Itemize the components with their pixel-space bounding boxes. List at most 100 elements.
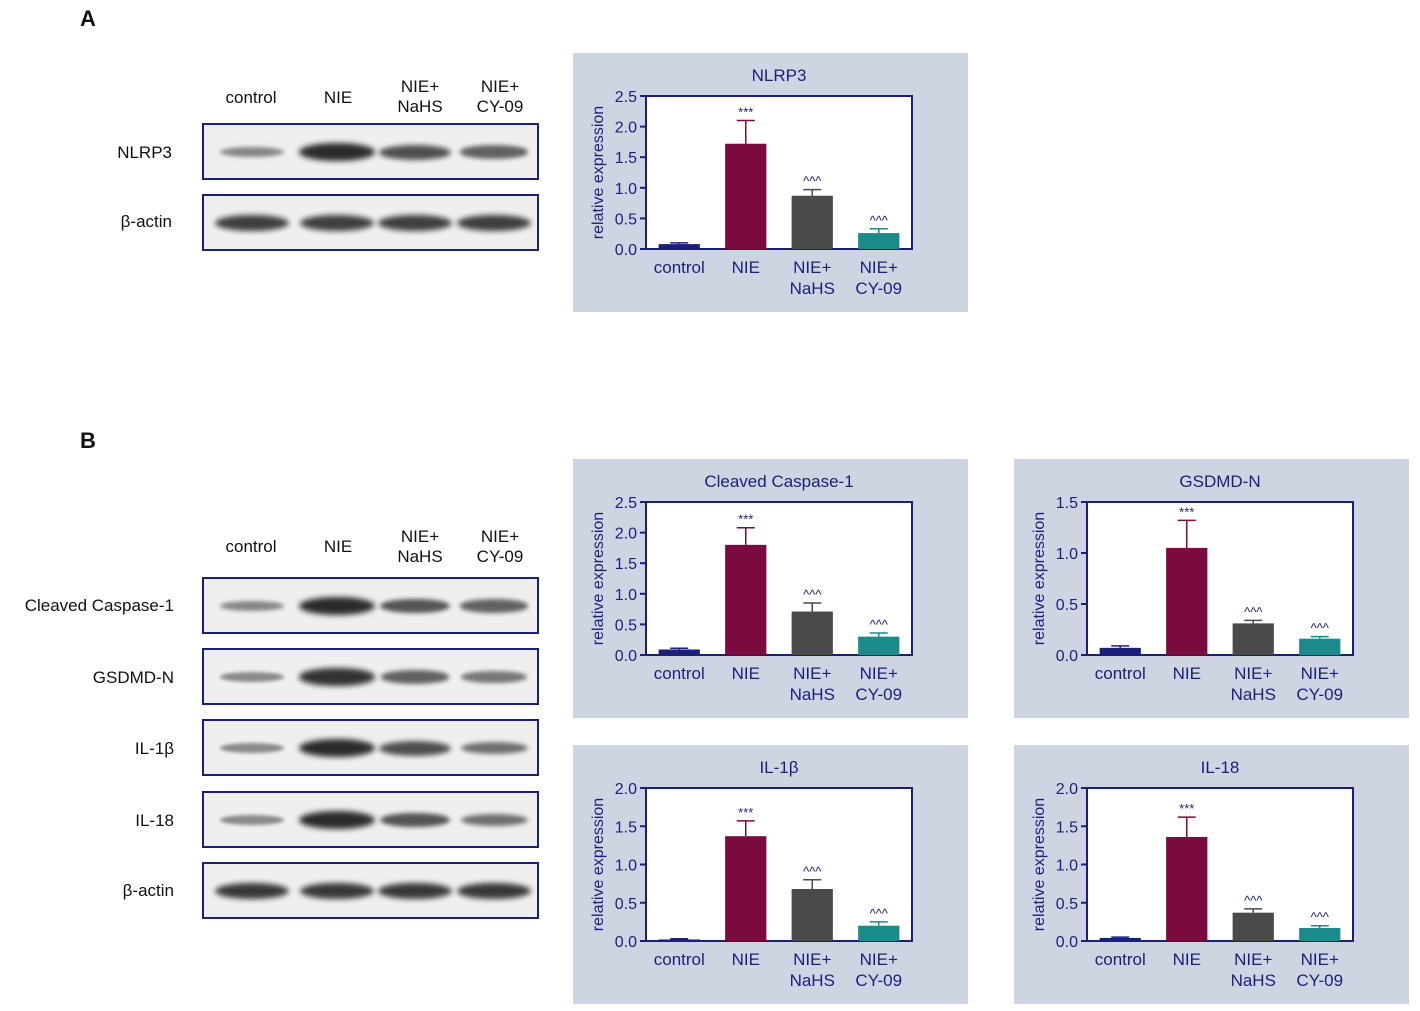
- blot-gsdmd-n: [202, 648, 539, 705]
- blot-band: [379, 740, 451, 756]
- chart-svg: Cleaved Caspase-1 0.0 0.5 1.0 1.5 2.0 2.5 relat…: [590, 472, 913, 704]
- y-axis-label: relative expression: [1031, 798, 1048, 931]
- y-tick-label: 2.5: [615, 89, 637, 106]
- y-tick-label: 1.5: [615, 150, 637, 167]
- significance-label: ***: [1179, 801, 1194, 816]
- blot-band: [456, 882, 532, 900]
- blot-band: [380, 670, 450, 684]
- x-tick-label: NIE+ CY-09: [855, 664, 902, 704]
- blot-band: [378, 214, 452, 232]
- lane-header-nie-nahs-b: NIE+ NaHS: [397, 527, 443, 566]
- chart-title: Cleaved Caspase-1: [704, 472, 853, 491]
- bar: [1166, 547, 1208, 655]
- blot-beta-actin-a: [202, 194, 539, 251]
- blot-band: [457, 214, 531, 232]
- y-axis-label: relative expression: [590, 106, 607, 239]
- y-tick-label: 0.0: [1056, 648, 1078, 665]
- bar: [1232, 623, 1274, 655]
- x-tick-label: NIE+ NaHS: [790, 950, 835, 990]
- blot-band: [299, 882, 375, 900]
- y-tick-label: 0.0: [615, 242, 637, 259]
- chart-svg: NLRP3 0.0 0.5 1.0 1.5 2.0 2.5 relative expressi…: [590, 66, 913, 298]
- plot-frame: [645, 787, 913, 942]
- plot-frame: [645, 501, 913, 656]
- bar: [1099, 647, 1141, 655]
- blot-label-beta-actin-b: β-actin: [122, 881, 174, 900]
- blot-il-18: [202, 791, 539, 848]
- chart-svg: GSDMD-N 0.0 0.5 1.0 1.5 relative expression co…: [1031, 472, 1354, 704]
- y-tick-label: 0.5: [615, 211, 637, 228]
- x-tick-label: NIE+ CY-09: [855, 258, 902, 298]
- bar: [858, 233, 900, 249]
- blot-band: [299, 143, 375, 161]
- bar: [1166, 836, 1208, 941]
- y-tick-label: 0.0: [615, 648, 637, 665]
- chart-title: IL-1β: [759, 758, 798, 777]
- significance-label: ***: [738, 104, 753, 119]
- blot-label-cleaved-caspase-1: Cleaved Caspase-1: [24, 596, 174, 615]
- significance-label: ^^^: [803, 864, 822, 879]
- x-tick-label: control: [1095, 664, 1146, 683]
- blot-band: [460, 671, 528, 683]
- chart-cleaved-caspase-1: Cleaved Caspase-1 0.0 0.5 1.0 1.5 2.0 2.5 relat…: [573, 459, 968, 718]
- x-tick-label: NIE+ NaHS: [790, 258, 835, 298]
- blot-band: [299, 811, 375, 829]
- y-axis-label: relative expression: [1031, 512, 1048, 645]
- blot-band: [299, 739, 375, 757]
- lane-header-nie: NIE: [323, 88, 353, 107]
- x-tick-label: NIE: [732, 258, 760, 277]
- chart-svg: IL-1β 0.0 0.5 1.0 1.5 2.0 relative expression c…: [590, 758, 913, 990]
- chart-title: IL-18: [1201, 758, 1240, 777]
- significance-label: ***: [738, 512, 753, 527]
- bar: [858, 925, 900, 941]
- blot-band: [219, 146, 285, 158]
- blot-label-nlrp3: NLRP3: [117, 143, 172, 162]
- x-tick-label: control: [654, 950, 705, 969]
- x-tick-label: control: [1095, 950, 1146, 969]
- bar: [1299, 927, 1341, 941]
- x-tick-label: NIE+ CY-09: [1296, 950, 1343, 990]
- y-tick-label: 1.5: [1056, 819, 1078, 836]
- bar: [725, 143, 767, 249]
- blot-band: [299, 668, 375, 686]
- bar: [658, 649, 700, 655]
- blot-band: [379, 144, 451, 160]
- significance-label: ^^^: [803, 174, 822, 189]
- bar: [791, 611, 833, 655]
- panel-letter-b: B: [80, 428, 96, 453]
- bar: [658, 939, 700, 941]
- lane-header-nie-b: NIE: [323, 537, 353, 556]
- bar: [725, 544, 767, 655]
- bar: [858, 636, 900, 655]
- x-tick-label: NIE+ NaHS: [1231, 950, 1276, 990]
- lane-header-nie-nahs: NIE+ NaHS: [397, 77, 443, 116]
- y-tick-label: 0.5: [615, 617, 637, 634]
- x-tick-label: NIE: [1173, 664, 1201, 683]
- chart-il-1b: IL-1β 0.0 0.5 1.0 1.5 2.0 relative expression c…: [573, 745, 968, 1004]
- chart-il-18: IL-18 0.0 0.5 1.0 1.5 2.0 relative expression c…: [1014, 745, 1409, 1004]
- significance-label: ^^^: [870, 906, 889, 921]
- y-tick-label: 1.0: [1056, 546, 1078, 563]
- x-tick-label: NIE+ NaHS: [790, 664, 835, 704]
- significance-label: ^^^: [803, 587, 822, 602]
- y-tick-label: 1.5: [1056, 495, 1078, 512]
- chart-title: GSDMD-N: [1179, 472, 1260, 491]
- lane-header-nie-cy09-b: NIE+ CY-09: [476, 527, 524, 566]
- y-tick-label: 1.5: [615, 819, 637, 836]
- panel-letter-a: A: [80, 6, 96, 31]
- significance-label: ^^^: [1244, 604, 1263, 619]
- significance-label: ***: [1179, 504, 1194, 519]
- blot-band: [459, 145, 529, 159]
- blot-cleaved-caspase-1: [202, 577, 539, 634]
- x-tick-label: control: [654, 258, 705, 277]
- plot-frame: [1086, 787, 1354, 942]
- y-tick-label: 2.5: [615, 495, 637, 512]
- y-tick-label: 0.0: [615, 934, 637, 951]
- y-axis-label: relative expression: [590, 512, 607, 645]
- plot-frame: [1086, 501, 1354, 656]
- bar: [1099, 937, 1141, 941]
- significance-label: ^^^: [870, 617, 889, 632]
- blot-band: [379, 812, 451, 828]
- chart-nlrp3: NLRP3 0.0 0.5 1.0 1.5 2.0 2.5 relative expressi…: [573, 53, 968, 312]
- lane-header-nie-cy09: NIE+ CY-09: [476, 77, 524, 116]
